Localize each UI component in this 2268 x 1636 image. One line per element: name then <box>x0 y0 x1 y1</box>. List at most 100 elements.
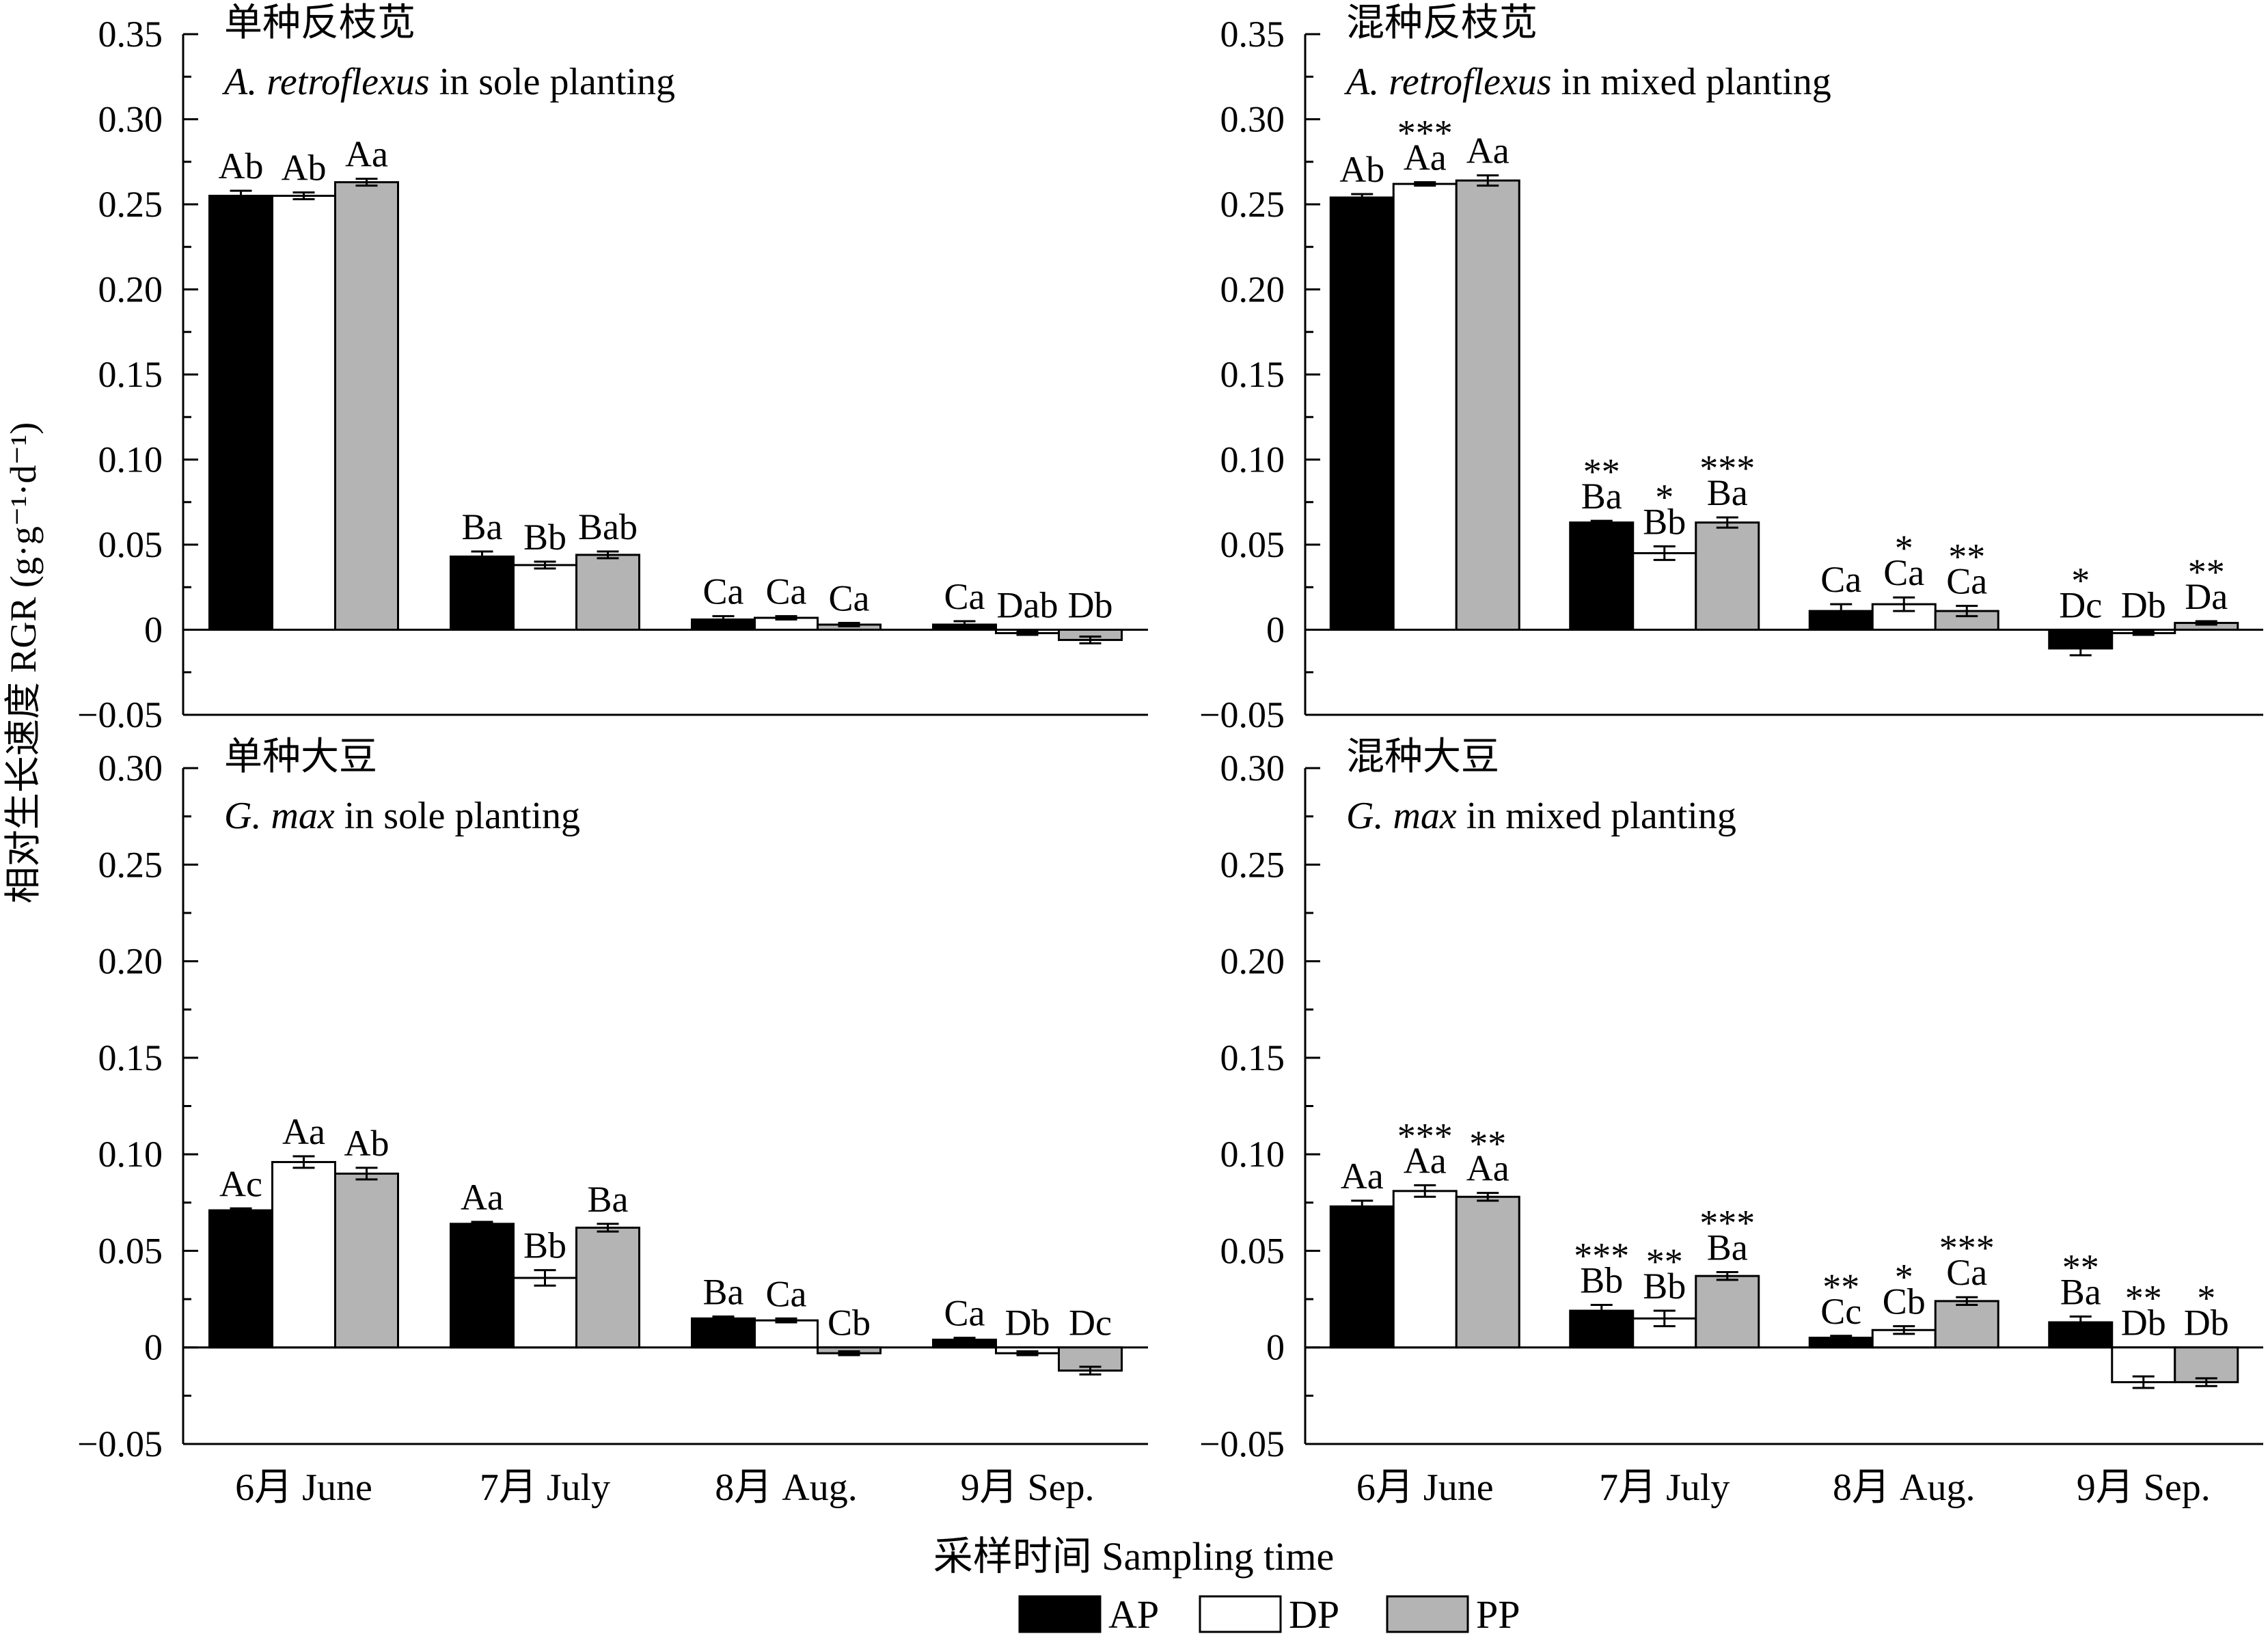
y-tick-label: −0.05 <box>77 1423 163 1464</box>
y-axis-label: 相对生长速度 RGR (g·g⁻¹·d⁻¹) <box>3 422 44 903</box>
bar-letter-label: Aa <box>282 1111 325 1152</box>
y-tick-label: 0.10 <box>98 439 163 480</box>
error-bar <box>597 550 619 560</box>
panel-title-planting: in mixed planting <box>1552 61 1831 103</box>
error-bar <box>1893 1325 1915 1335</box>
error-bar <box>775 1317 797 1324</box>
significance-stars: ** <box>2125 1278 2162 1319</box>
bar-letter-label: Bb <box>1643 501 1686 542</box>
bar-ap-1 <box>208 1209 273 1349</box>
error-bar <box>1016 630 1039 636</box>
panel-3: −0.05 0 0.05 0.10 0.15 0.20 0.25 0.30 单种大豆 G. max… <box>77 736 1148 1464</box>
y-tick-label: 0.15 <box>1220 354 1285 395</box>
bar-letter-label: Bb <box>1580 1260 1623 1301</box>
panel-title-species: A. retroflexus <box>221 61 430 103</box>
legend-item-dp: DP <box>1199 1592 1339 1636</box>
bar-letter-label: Aa <box>1466 1148 1509 1189</box>
error-bar <box>1653 545 1676 561</box>
error-bar <box>1477 1192 1499 1202</box>
y-tick-label: 0 <box>144 610 163 651</box>
y-tick-label: 0.30 <box>98 99 163 140</box>
x-axis-label: 采样时间 Sampling time <box>933 1534 1334 1579</box>
bar-pp-4 <box>2174 1346 2239 1384</box>
bar-letter-label: Ab <box>1339 149 1384 190</box>
y-tick-label: 0.15 <box>98 1037 163 1078</box>
y-tick-label: 0.35 <box>1220 14 1285 55</box>
significance-stars: *** <box>1939 1227 1995 1268</box>
error-bar <box>1351 193 1374 202</box>
error-bar <box>1414 1184 1436 1198</box>
panel-title-cn: 混种反枝苋 <box>1346 2 1538 44</box>
bar-letter-label: Ab <box>219 146 264 187</box>
error-bar <box>1079 1365 1102 1376</box>
significance-stars: * <box>2071 560 2090 601</box>
error-bar <box>1956 605 1978 618</box>
panel-title-species: A. retroflexus <box>1343 61 1552 103</box>
bar-letter-label: Ca <box>944 1293 985 1334</box>
error-bar <box>471 550 493 563</box>
bar-letter-label: Dc <box>2059 585 2102 626</box>
error-bar <box>953 620 976 629</box>
y-tick-label: 0.15 <box>98 354 163 395</box>
error-bar <box>1590 519 1613 526</box>
y-tick-label: 0.05 <box>98 1230 163 1271</box>
x-tick-label: 6月 June <box>1356 1467 1494 1509</box>
y-tick-label: −0.05 <box>77 694 163 735</box>
bar-letter-label: Dab <box>997 585 1058 626</box>
x-tick-label: 8月 Aug. <box>715 1467 857 1509</box>
bar-letter-label: Ac <box>219 1163 262 1204</box>
y-tick-label: 0.25 <box>1220 844 1285 885</box>
bar-dp-1 <box>1392 1190 1458 1349</box>
error-bar <box>534 560 556 570</box>
significance-stars: * <box>2197 1278 2215 1319</box>
bar-letter-label: Ba <box>2060 1272 2101 1313</box>
error-bar <box>1716 516 1738 529</box>
x-tick-label: 8月 Aug. <box>1833 1467 1975 1509</box>
panel-title-planting: in sole planting <box>335 795 580 837</box>
bar-letter-label: Aa <box>1404 137 1447 178</box>
error-bar <box>1830 1335 1853 1341</box>
bar-dp-1 <box>1392 182 1458 631</box>
bar-letter-label: Ab <box>282 148 327 189</box>
bar-letter-label: Db <box>2121 1303 2166 1344</box>
error-bar <box>1414 181 1436 187</box>
bar-letter-label: Db <box>2121 585 2166 626</box>
bar-pp-1 <box>1455 1195 1520 1349</box>
panel-title-en: A. retroflexus in mixed planting <box>1343 61 1831 103</box>
bar-letter-label: Ca <box>1946 1252 1987 1293</box>
bar-letter-label: Ca <box>1820 559 1861 600</box>
error-bar <box>1653 1309 1676 1328</box>
bar-dp-3 <box>754 1319 819 1349</box>
panel-title-species: G. max <box>1346 795 1457 837</box>
y-tick-label: −0.05 <box>1199 694 1285 735</box>
error-bar <box>1830 603 1853 619</box>
error-bar <box>597 1223 619 1233</box>
bar-pp-2 <box>1695 521 1760 631</box>
bar-dp-2 <box>513 564 577 631</box>
error-bar <box>838 622 860 628</box>
y-tick-label: 0.05 <box>98 524 163 565</box>
bar-dp-2 <box>513 1277 577 1349</box>
error-bar <box>1590 1304 1613 1318</box>
y-tick-label: 0.25 <box>1220 184 1285 225</box>
x-tick-label: 9月 Sep. <box>961 1467 1095 1509</box>
x-tick-label: 7月 July <box>1599 1467 1730 1509</box>
bar-letter-label: Db <box>2184 1303 2229 1344</box>
significance-stars: *** <box>1397 113 1453 154</box>
error-bar <box>355 1167 378 1181</box>
bar-letter-label: Bb <box>1643 1266 1686 1307</box>
bar-letter-label: Cc <box>1820 1291 1861 1332</box>
y-tick-label: 0.10 <box>1220 439 1285 480</box>
bar-ap-2 <box>1569 521 1635 631</box>
bar-dp-2 <box>1632 551 1697 631</box>
legend-swatch <box>1018 1595 1102 1633</box>
x-tick-label: 9月 Sep. <box>2077 1467 2211 1509</box>
error-bar <box>2069 640 2092 657</box>
error-bar <box>838 1350 860 1356</box>
legend-label: PP <box>1476 1592 1520 1636</box>
bar-ap-3 <box>691 1317 756 1349</box>
error-bar <box>2132 630 2155 636</box>
bar-pp-1 <box>1455 179 1520 631</box>
y-tick-label: 0.30 <box>1220 99 1285 140</box>
